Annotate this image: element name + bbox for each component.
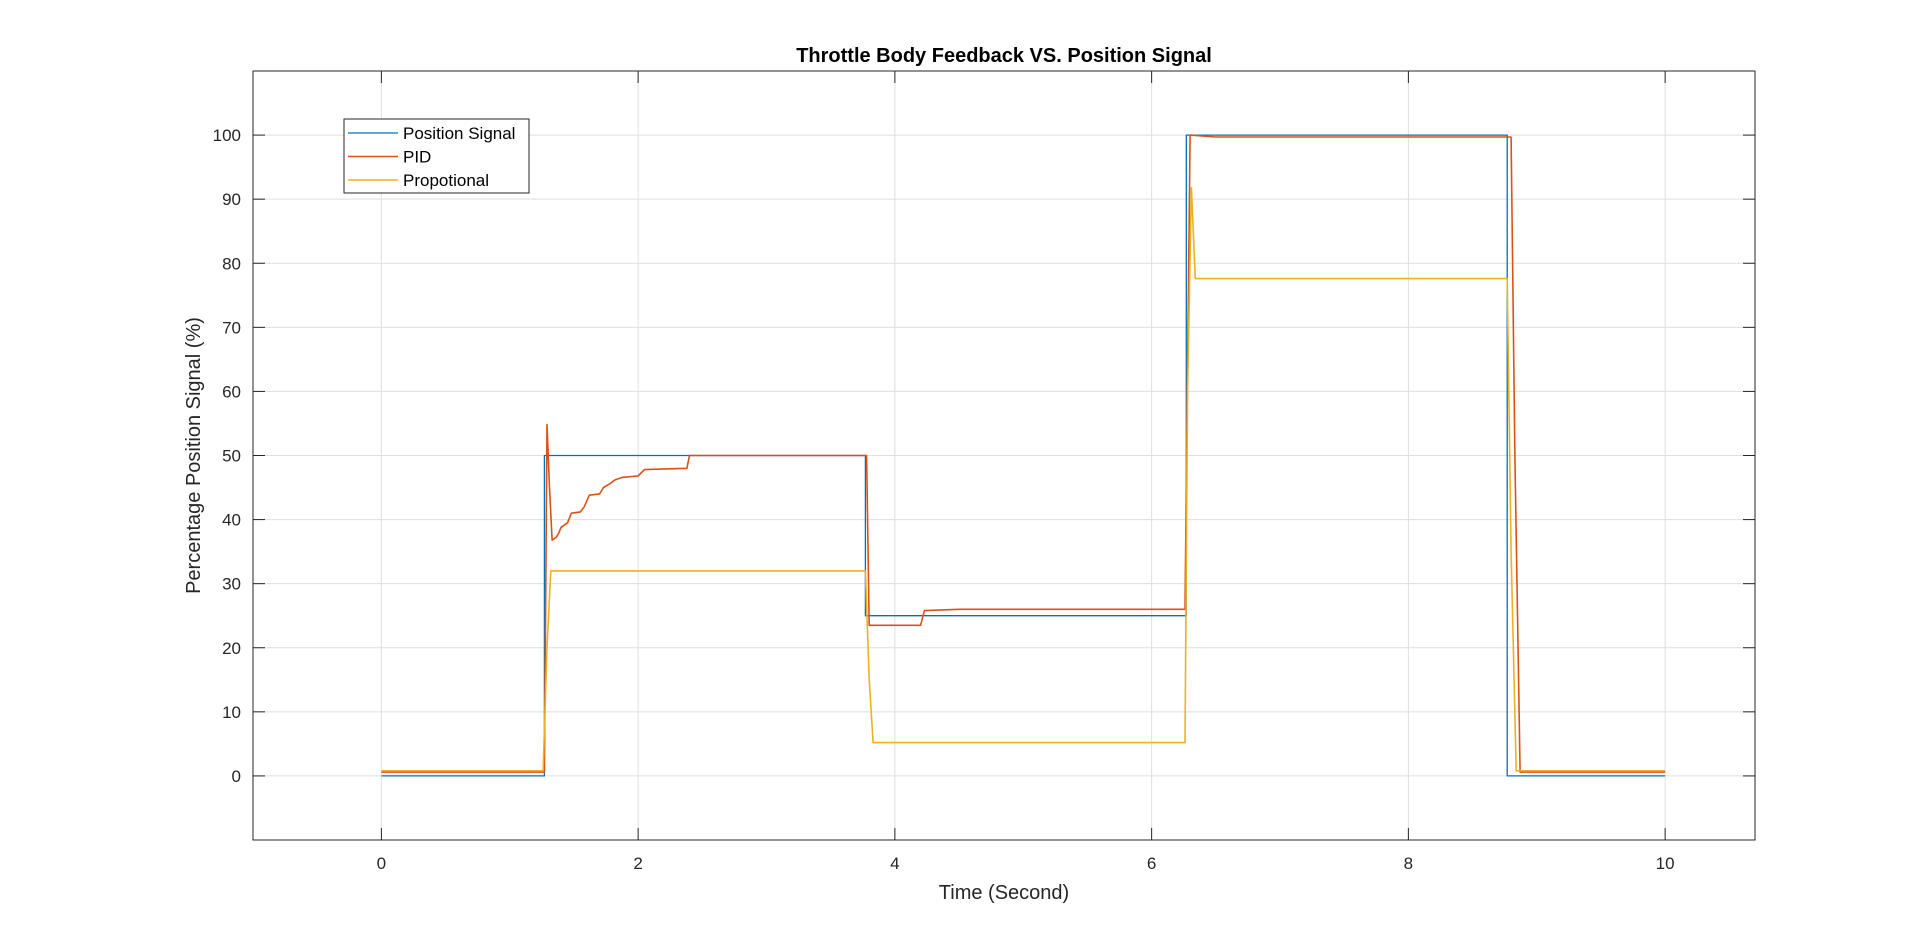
series-lines	[381, 134, 1666, 777]
x-axis-label: Time (Second)	[939, 882, 1069, 904]
legend-entry-label: PID	[403, 148, 431, 167]
y-tick-label: 50	[222, 447, 241, 466]
legend-entry-label: Propotional	[403, 171, 489, 190]
y-tick-label: 60	[222, 382, 241, 401]
y-tick-label: 100	[213, 126, 241, 145]
y-tick-label: 40	[222, 511, 241, 530]
chart-title: Throttle Body Feedback VS. Position Sign…	[796, 45, 1212, 67]
x-tick-label: 2	[633, 854, 642, 873]
y-tick-label: 70	[222, 318, 241, 337]
y-tick-label: 30	[222, 575, 241, 594]
series-line-pid	[381, 134, 1666, 773]
series-line-propotional	[381, 186, 1666, 772]
y-tick-label: 20	[222, 639, 241, 658]
x-tick-label: 4	[890, 854, 899, 873]
x-tick-label: 8	[1404, 854, 1413, 873]
series-line-position-signal	[381, 134, 1666, 777]
x-tick-label: 6	[1147, 854, 1156, 873]
y-axis-label: Percentage Position Signal (%)	[183, 317, 205, 594]
legend[interactable]: Position Signal PID Propotional	[343, 118, 530, 194]
y-tick-label: 90	[222, 190, 241, 209]
x-tick-label: 10	[1656, 854, 1675, 873]
y-tick-label: 0	[232, 767, 241, 786]
legend-entry-label: Position Signal	[403, 124, 515, 143]
y-tick-label: 80	[222, 254, 241, 273]
x-tick-label: 0	[377, 854, 386, 873]
y-tick-label: 10	[222, 703, 241, 722]
